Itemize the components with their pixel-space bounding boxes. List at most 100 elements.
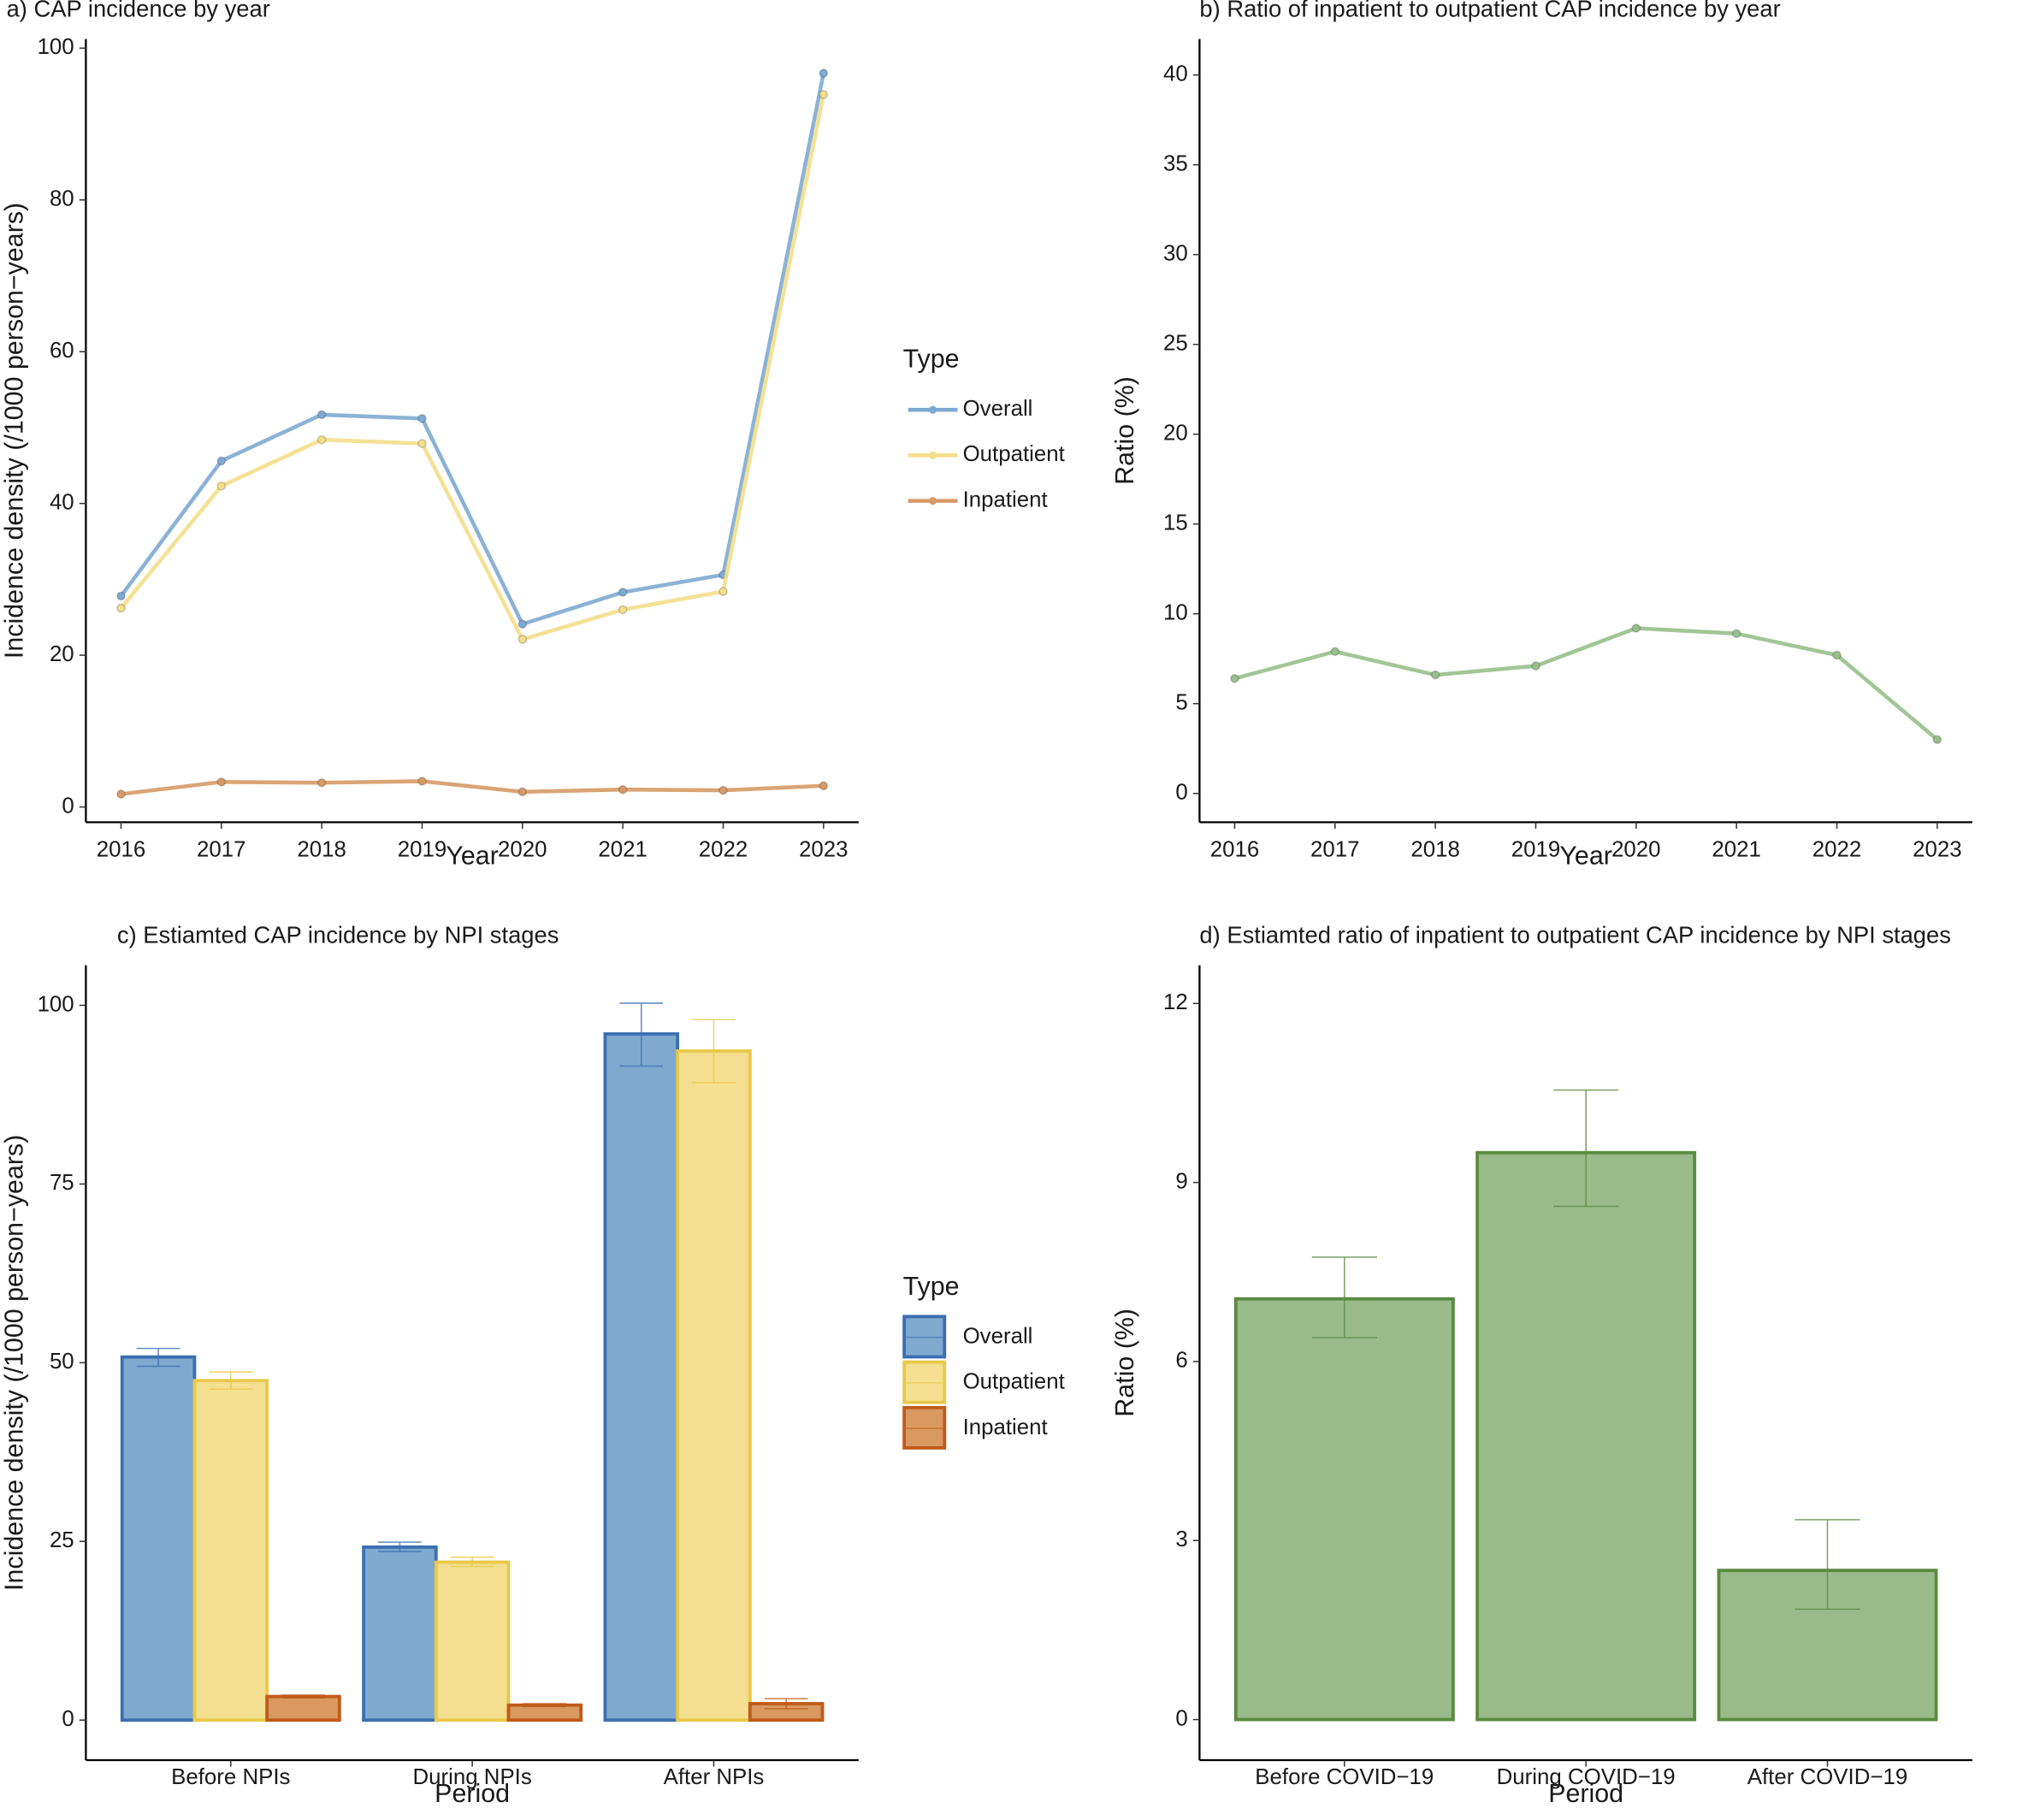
point	[819, 68, 829, 78]
x-tick-label: After COVID−19	[1747, 1765, 1907, 1789]
point	[1631, 623, 1641, 633]
bar	[120, 1355, 197, 1722]
y-tick-label: 0	[62, 1707, 74, 1731]
point	[1731, 629, 1741, 639]
bar	[676, 1049, 752, 1722]
y-tick-label: 100	[38, 35, 74, 59]
point	[618, 588, 628, 597]
x-tick-label: 2019	[398, 838, 446, 862]
panel: d) Estiamted ratio of inpatient to outpa…	[1110, 921, 1972, 1808]
point	[116, 789, 126, 799]
series-line	[121, 779, 824, 796]
chart-title: a) CAP incidence by year	[7, 0, 270, 21]
bar	[1475, 1150, 1697, 1722]
point	[116, 603, 126, 613]
error-bar	[692, 1019, 736, 1084]
y-tick-label: 40	[50, 491, 74, 515]
point	[1832, 650, 1842, 660]
bar	[603, 1031, 680, 1722]
x-tick-label: 2021	[598, 838, 647, 862]
y-tick-label: 30	[1163, 242, 1188, 266]
legend-key-point	[929, 497, 937, 505]
y-tick-label: 20	[50, 642, 74, 666]
series-line	[119, 93, 826, 642]
point	[1430, 670, 1440, 680]
bar	[506, 1703, 583, 1722]
point	[1330, 647, 1340, 657]
panel: a) CAP incidence by year Incidence densit…	[0, 0, 1065, 870]
x-axis-label: Period	[1548, 1779, 1623, 1808]
error-bar	[1311, 1256, 1377, 1338]
legend-label: Inpatient	[963, 1415, 1048, 1439]
x-tick-label: 2022	[1812, 838, 1862, 862]
y-tick-label: 10	[1163, 601, 1188, 625]
point	[1531, 661, 1540, 671]
x-tick-label: 2017	[1310, 838, 1360, 862]
series-line	[1233, 626, 1939, 742]
panel: b) Ratio of inpatient to outpatient CAP …	[1110, 0, 1972, 870]
chart-title: b) Ratio of inpatient to outpatient CAP …	[1199, 0, 1780, 21]
y-axis-label: Incidence density (/1000 person−years)	[0, 1135, 28, 1591]
x-axis-label: Year	[446, 841, 498, 870]
y-tick-label: 0	[1175, 781, 1187, 805]
chart-title: c) Estiamted CAP incidence by NPI stages	[117, 921, 559, 948]
panel: c) Estiamted CAP incidence by NPI stages…	[0, 921, 1065, 1808]
point	[517, 787, 528, 797]
y-tick-label: 0	[62, 794, 74, 818]
y-axis-label: Ratio (%)	[1110, 1309, 1139, 1417]
legend-label: Inpatient	[963, 488, 1048, 511]
y-tick-label: 35	[1163, 151, 1188, 175]
point	[618, 605, 628, 615]
legend-label: Outpatient	[963, 442, 1065, 466]
error-bar	[523, 1703, 567, 1708]
x-tick-label: 2018	[297, 838, 346, 862]
x-tick-label: Before COVID−19	[1255, 1765, 1434, 1789]
legend-label: Overall	[963, 1324, 1033, 1348]
error-bar	[450, 1556, 494, 1568]
legend-key-point	[929, 405, 937, 414]
point	[417, 777, 427, 786]
y-tick-label: 15	[1163, 511, 1188, 535]
x-tick-label: 2020	[498, 838, 547, 862]
point	[1230, 673, 1239, 683]
y-tick-label: 6	[1175, 1349, 1187, 1373]
point	[216, 777, 227, 787]
point	[216, 456, 227, 466]
x-tick-label: During COVID−19	[1497, 1765, 1676, 1789]
y-tick-label: 50	[50, 1350, 74, 1374]
point	[517, 635, 528, 644]
error-bar	[1795, 1519, 1860, 1610]
x-tick-label: 2017	[197, 838, 246, 862]
point	[316, 410, 327, 420]
error-bar	[619, 1002, 664, 1067]
error-bar	[281, 1694, 325, 1699]
y-tick-label: 12	[1163, 990, 1188, 1014]
y-tick-label: 75	[50, 1171, 74, 1195]
x-tick-label: 2022	[699, 838, 748, 862]
y-tick-label: 9	[1175, 1169, 1187, 1193]
bar	[362, 1545, 438, 1722]
x-tick-label: 2016	[97, 838, 146, 862]
point	[517, 619, 528, 629]
point	[718, 785, 728, 795]
point	[417, 439, 427, 448]
y-tick-label: 5	[1175, 691, 1187, 715]
x-axis-label: Period	[435, 1779, 510, 1808]
x-tick-label: During NPIs	[412, 1765, 531, 1789]
point	[819, 781, 829, 791]
point	[718, 587, 728, 596]
point	[819, 90, 829, 99]
error-bar	[136, 1347, 180, 1368]
legend-title: Type	[903, 344, 960, 373]
x-tick-label: 2023	[1913, 838, 1962, 862]
point	[216, 481, 227, 491]
bar	[192, 1379, 269, 1722]
point	[316, 777, 327, 788]
x-tick-label: 2023	[799, 838, 849, 862]
x-tick-label: Before NPIs	[171, 1765, 290, 1789]
y-tick-label: 100	[38, 992, 74, 1016]
error-bar	[1553, 1089, 1619, 1208]
x-tick-label: After NPIs	[664, 1765, 765, 1789]
y-tick-label: 80	[50, 187, 74, 211]
